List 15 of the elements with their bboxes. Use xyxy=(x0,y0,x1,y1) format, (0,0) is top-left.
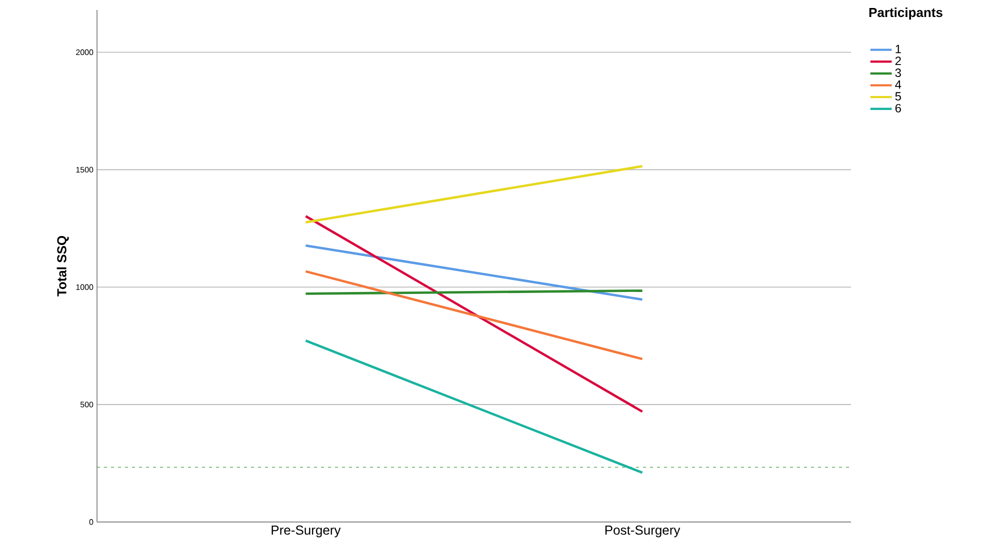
legend-label: 1 xyxy=(896,44,901,54)
legend-label: 4 xyxy=(895,80,902,89)
y-tick-label: 1000 xyxy=(76,284,94,290)
legend-title: Participants xyxy=(869,8,942,20)
legend-label: 5 xyxy=(895,92,901,101)
x-tick-label: Post-Surgery xyxy=(605,526,680,538)
legend-label: 3 xyxy=(895,68,901,78)
y-axis-title: Total SSQ xyxy=(56,236,69,296)
legend-label: 6 xyxy=(895,104,901,112)
y-tick-label: 500 xyxy=(80,402,94,408)
x-tick-label: Pre-Surgery xyxy=(272,526,341,538)
legend-label: 2 xyxy=(895,56,901,66)
y-tick-label: 0 xyxy=(89,519,94,525)
y-tick-label: 1500 xyxy=(76,166,94,173)
y-tick-label: 2000 xyxy=(76,49,94,56)
